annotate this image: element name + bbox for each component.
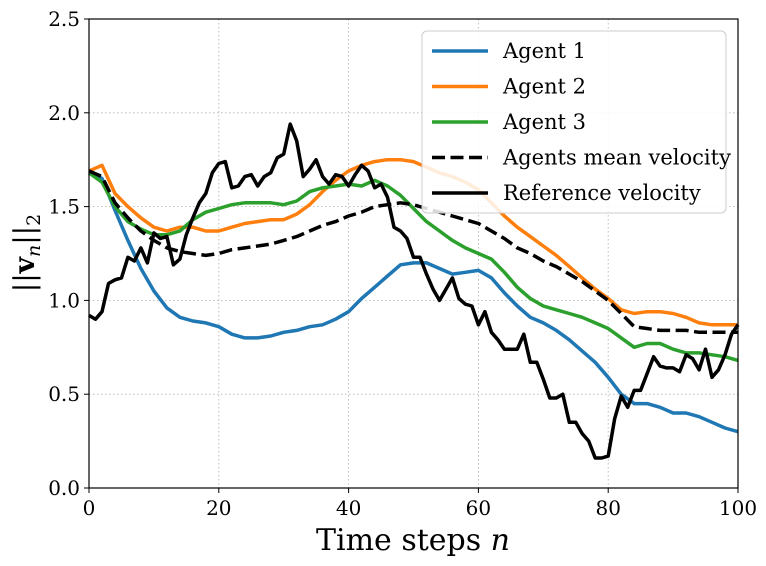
- y-tick-label: 1.5: [48, 195, 80, 219]
- x-tick-label: 0: [83, 496, 96, 520]
- y-tick-label: 0.0: [48, 476, 80, 500]
- y-tick-label: 2.5: [48, 7, 80, 31]
- legend-label-agents-mean-velocity: Agents mean velocity: [502, 146, 731, 170]
- y-tick-label: 1.0: [48, 288, 80, 312]
- legend-label-agent-2: Agent 2: [502, 75, 586, 99]
- legend-label-reference-velocity: Reference velocity: [503, 181, 701, 205]
- x-axis-label: Time steps n: [316, 523, 510, 558]
- x-tick-label: 80: [595, 496, 620, 520]
- legend: Agent 1 Agent 2 Agent 3 Agents mean velocit…: [421, 30, 731, 214]
- series-line-agents-mean-velocity: [88, 169, 738, 335]
- series-line-agent-2: [88, 157, 738, 327]
- y-axis-label: ||vn||2: [8, 214, 45, 292]
- y-tick-label: 0.5: [48, 382, 80, 406]
- y-tick-label: 2.0: [48, 101, 80, 125]
- x-tick-label: 60: [466, 496, 491, 520]
- legend-label-agent-1: Agent 1: [502, 39, 586, 63]
- series-line-reference-velocity: [88, 122, 740, 460]
- legend-label-agent-3: Agent 3: [502, 110, 586, 134]
- axis-ticks: 0 20 40 60 80 100 0.0 0.5 1.0 1.5 2.0 2.5: [48, 7, 757, 520]
- plot-frame: [88, 18, 739, 489]
- series-line-agent-3: [87, 171, 739, 363]
- x-tick-label: 100: [719, 496, 757, 520]
- x-tick-label: 20: [206, 496, 231, 520]
- x-tick-label: 40: [336, 496, 361, 520]
- legend-box: [421, 30, 727, 214]
- series-lines: [87, 122, 740, 460]
